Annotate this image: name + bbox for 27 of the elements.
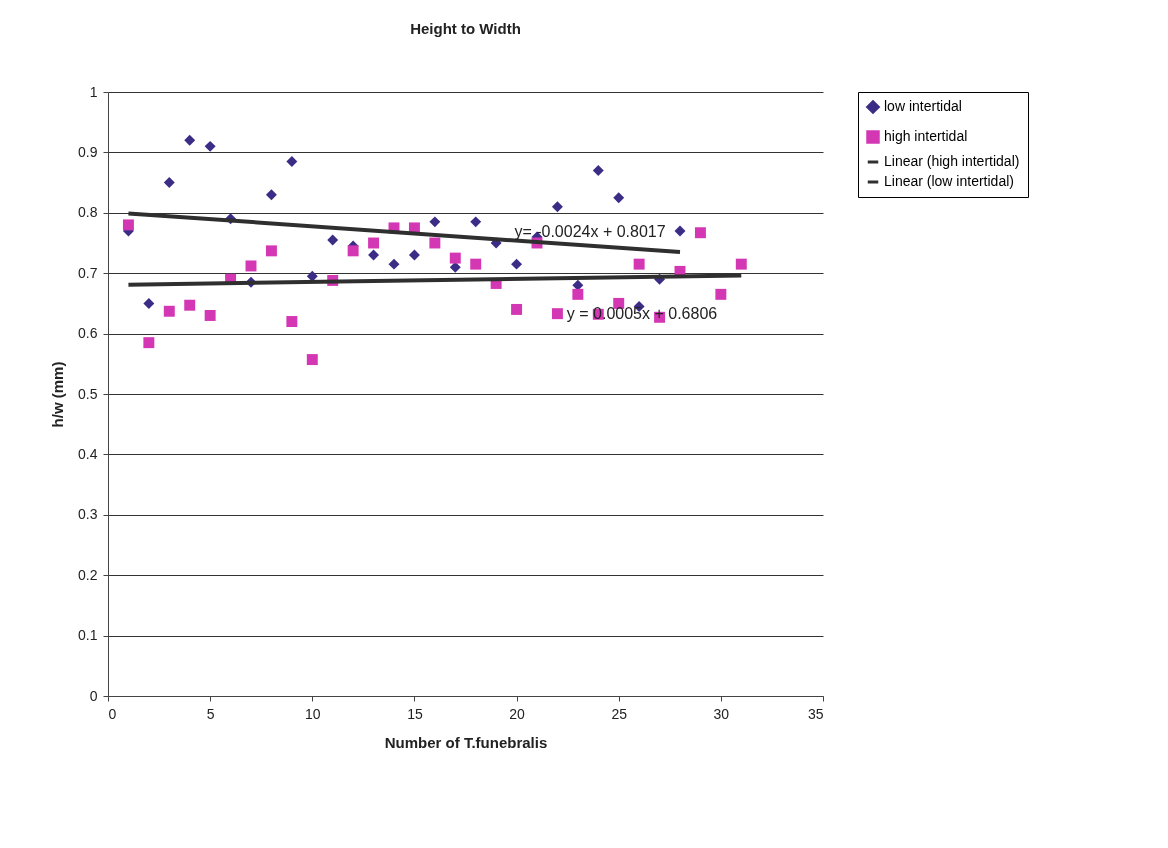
annotation: y= -0.0024x + 0.8017 bbox=[514, 223, 666, 240]
y-axis-title: h/w (mm) bbox=[49, 361, 67, 428]
y-tick-label: 0.2 bbox=[78, 566, 98, 583]
x-tick-label: 15 bbox=[407, 705, 423, 722]
y-tick-label: 0.6 bbox=[78, 325, 98, 342]
y-tick-label: 0.5 bbox=[78, 385, 98, 402]
x-tick-label: 5 bbox=[206, 705, 215, 722]
legend-label: Linear (high intertidal) bbox=[884, 153, 1020, 169]
y-tick-label: 0.1 bbox=[78, 627, 98, 644]
y-tick-label: 0.8 bbox=[78, 204, 98, 221]
x-tick-label: 35 bbox=[807, 705, 824, 722]
x-tick-label: 0 bbox=[108, 705, 117, 722]
legend-label: high intertidal bbox=[884, 128, 968, 144]
legend-label: Linear (low intertidal) bbox=[884, 173, 1014, 189]
x-tick-label: 30 bbox=[713, 705, 730, 722]
legend-label: low intertidal bbox=[884, 98, 962, 114]
y-tick-label: 1 bbox=[89, 83, 98, 100]
y-tick-label: 0 bbox=[89, 687, 98, 704]
y-tick-label: 0.9 bbox=[78, 143, 98, 160]
x-axis-title: Number of T.funebralis bbox=[384, 733, 548, 751]
y-tick-label: 0.3 bbox=[78, 506, 98, 523]
y-tick-label: 0.4 bbox=[78, 445, 98, 462]
x-tick-label: 10 bbox=[305, 705, 321, 722]
chart-title: Height to Width bbox=[410, 20, 521, 37]
y-tick-label: 0.7 bbox=[78, 264, 98, 281]
x-tick-label: 25 bbox=[611, 705, 628, 722]
x-tick-label: 20 bbox=[509, 705, 526, 722]
